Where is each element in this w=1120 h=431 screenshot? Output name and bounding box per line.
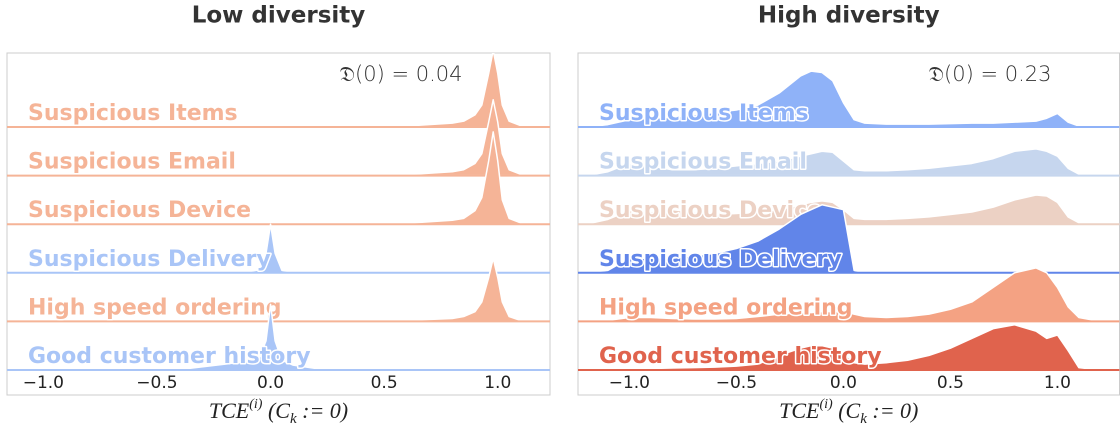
series-label: Suspicious Email [599,150,807,175]
x-tick-label: −1.0 [609,373,650,393]
chart-title: High diversity [758,3,940,29]
x-tick-label: −1.0 [23,373,64,393]
density-area [585,267,1101,323]
series-label: Good customer history [599,344,882,369]
chart-title: Low diversity [192,3,366,29]
density-area [585,324,1101,371]
series-label: High speed ordering [28,295,282,320]
series-label: High speed ordering [599,295,853,320]
plot: Suspicious Items Suspicious Email Suspicio… [7,53,550,371]
x-tick-label: 0.5 [937,373,964,393]
annotation: 𝔇(0) = 0.04 [339,62,462,86]
series-label: Suspicious Items [599,101,809,126]
series-label: Suspicious Email [28,150,236,175]
x-axis-label: TCE(i) (Ck := 0) [209,397,348,427]
series-label: Suspicious Device [599,198,822,223]
density-area [585,148,1101,177]
x-label-sup: (i) [249,397,263,412]
x-tick-label: −0.5 [136,373,177,393]
x-label-sub: k [290,411,297,427]
series-label: Suspicious Device [28,198,251,223]
series-label: Suspicious Items [28,101,238,126]
density-area [585,194,1101,225]
plot: Suspicious Items Suspicious Email Suspicio… [578,70,1120,371]
x-label-open: (C [833,398,861,423]
x-tick-label: −0.5 [716,373,757,393]
x-tick-label: 0.5 [371,373,398,393]
x-label-main: TCE [209,398,250,423]
x-label-sup: (i) [819,397,833,412]
density-area [585,70,1101,128]
x-label-close: := 0) [867,398,919,423]
x-tick-label: 1.0 [484,373,511,393]
x-label-close: := 0) [297,398,349,423]
series-label: Suspicious Delivery [28,247,271,272]
annotation: 𝔇(0) = 0.23 [928,62,1051,86]
x-axis-label: TCE(i) (Ck := 0) [779,397,918,427]
x-label-sub: k [860,411,867,427]
x-label-main: TCE [779,398,820,423]
x-tick-label: 0.0 [830,373,857,393]
x-label-open: (C [262,398,290,423]
x-tick-label: 0.0 [257,373,284,393]
x-tick-label: 1.0 [1044,373,1071,393]
series-label: Suspicious Delivery [599,247,842,272]
series-label: Good customer history [28,344,311,369]
